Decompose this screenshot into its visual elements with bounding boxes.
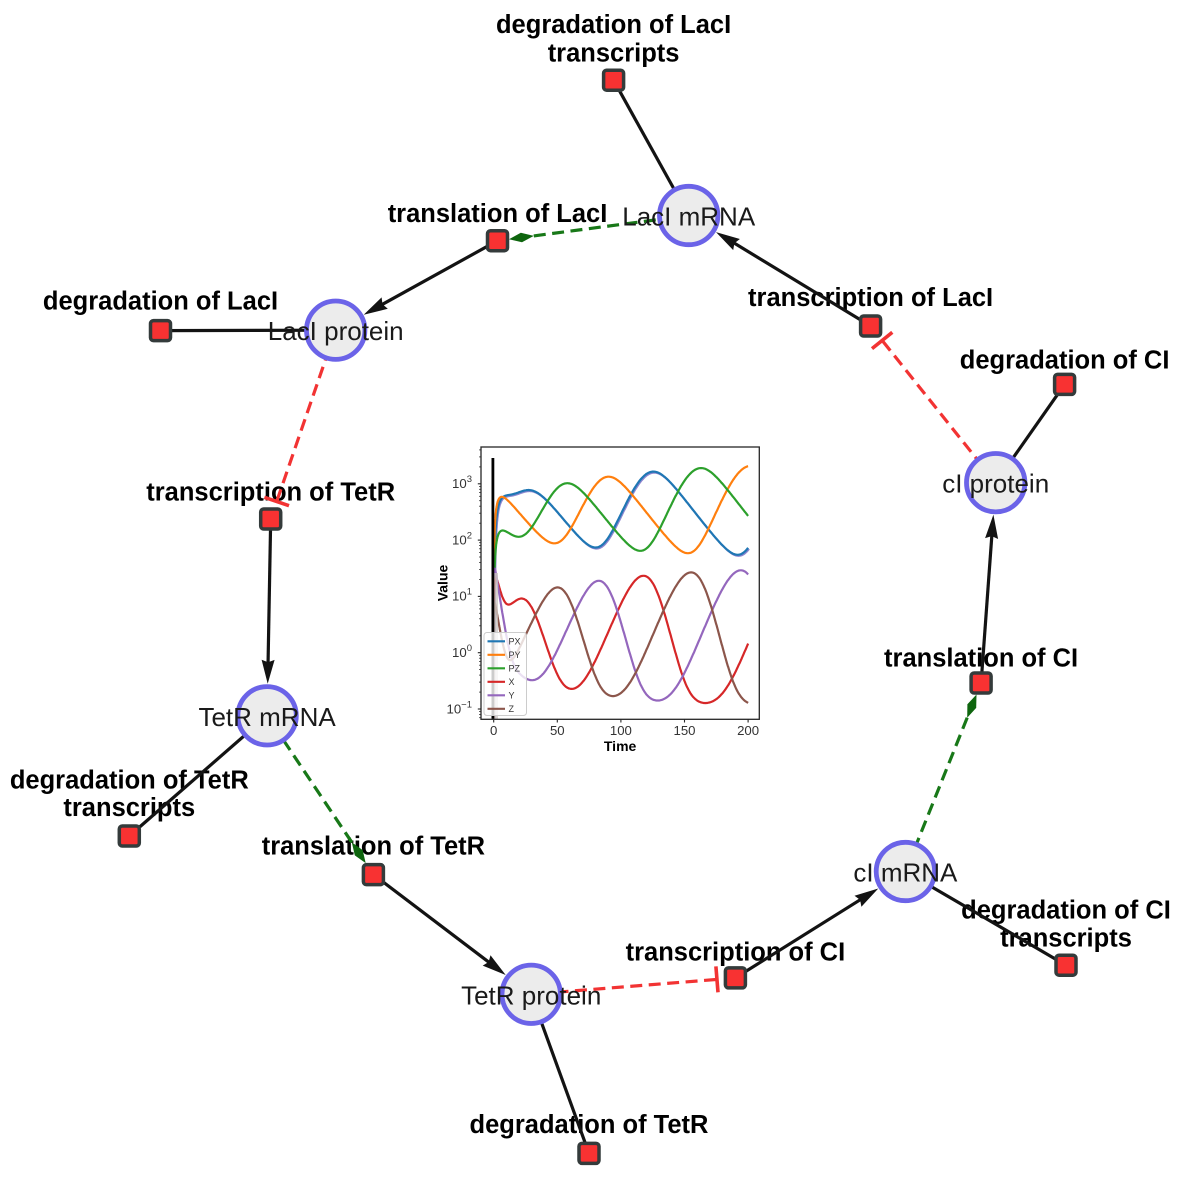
svg-text:cI mRNA: cI mRNA bbox=[853, 858, 958, 888]
svg-text:degradation of CI: degradation of CI bbox=[960, 347, 1170, 375]
svg-text:PX: PX bbox=[509, 636, 521, 646]
svg-text:TetR mRNA: TetR mRNA bbox=[198, 702, 336, 732]
svg-text:translation of LacI: translation of LacI bbox=[388, 200, 608, 228]
svg-text:transcripts: transcripts bbox=[63, 794, 195, 822]
svg-text:transcription of LacI: transcription of LacI bbox=[748, 284, 993, 312]
svg-text:Value: Value bbox=[435, 565, 451, 602]
svg-text:TetR protein: TetR protein bbox=[461, 980, 601, 1010]
svg-text:transcription of CI: transcription of CI bbox=[626, 939, 846, 967]
svg-text:150: 150 bbox=[673, 723, 695, 738]
svg-text:0: 0 bbox=[490, 723, 497, 738]
svg-text:PY: PY bbox=[509, 650, 521, 660]
svg-text:degradation of CI: degradation of CI bbox=[961, 896, 1171, 924]
svg-text:Z: Z bbox=[509, 704, 515, 714]
svg-text:degradation of LacI: degradation of LacI bbox=[43, 288, 278, 316]
svg-text:Time: Time bbox=[604, 738, 637, 754]
svg-text:50: 50 bbox=[550, 723, 565, 738]
svg-text:transcripts: transcripts bbox=[548, 40, 680, 68]
svg-text:transcription of TetR: transcription of TetR bbox=[146, 479, 395, 507]
svg-text:100: 100 bbox=[610, 723, 632, 738]
svg-text:degradation of TetR: degradation of TetR bbox=[10, 766, 249, 794]
svg-text:degradation of TetR: degradation of TetR bbox=[470, 1111, 709, 1139]
svg-text:cI protein: cI protein bbox=[942, 469, 1049, 499]
svg-text:PZ: PZ bbox=[509, 663, 521, 673]
svg-text:LacI mRNA: LacI mRNA bbox=[622, 202, 756, 232]
svg-text:X: X bbox=[509, 677, 515, 687]
svg-text:translation of TetR: translation of TetR bbox=[262, 833, 485, 861]
svg-text:degradation of LacI: degradation of LacI bbox=[496, 11, 731, 39]
svg-text:200: 200 bbox=[737, 723, 759, 738]
svg-text:LacI protein: LacI protein bbox=[268, 316, 404, 346]
svg-text:Y: Y bbox=[509, 690, 515, 700]
